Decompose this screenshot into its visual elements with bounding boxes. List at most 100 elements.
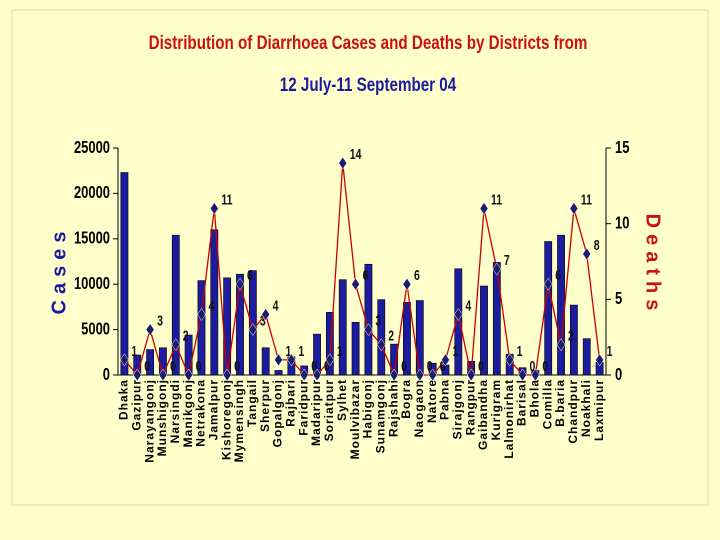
marker bbox=[569, 202, 579, 215]
x-tick-label: Bhola bbox=[528, 379, 542, 417]
data-label: 2 bbox=[388, 327, 394, 344]
bar bbox=[415, 300, 424, 376]
x-tick-label: Pabna bbox=[438, 379, 452, 420]
data-label: 7 bbox=[504, 251, 510, 268]
y-tick-label: 0 bbox=[103, 365, 110, 385]
data-label: 0 bbox=[144, 357, 150, 374]
data-label: 1 bbox=[286, 342, 292, 359]
marker bbox=[454, 308, 463, 321]
marker bbox=[428, 368, 437, 382]
data-label: 1 bbox=[607, 342, 613, 359]
marker bbox=[466, 368, 476, 382]
marker bbox=[120, 353, 129, 367]
data-label: 1 bbox=[298, 342, 304, 359]
marker bbox=[492, 262, 502, 276]
x-tick-label: Narsingdi bbox=[168, 379, 182, 443]
y-axis-title: Cases bbox=[48, 226, 70, 315]
x-tick-label: Comilla bbox=[540, 379, 554, 429]
data-label: 2 bbox=[183, 327, 189, 344]
data-label: 1 bbox=[452, 342, 458, 359]
data-label: 1 bbox=[131, 342, 137, 359]
bar bbox=[325, 312, 334, 376]
x-tick-label: Naogaon bbox=[412, 379, 426, 437]
x-tick-label: Gopalgonj bbox=[271, 379, 285, 447]
bar bbox=[454, 268, 463, 376]
data-label: 14 bbox=[350, 145, 362, 162]
x-tick-label: Sunamgonj bbox=[373, 379, 387, 453]
marker bbox=[274, 353, 283, 367]
data-label: 0 bbox=[478, 357, 484, 374]
y-tick-label: 25000 bbox=[74, 138, 110, 158]
y2-axis-title: Deaths bbox=[642, 214, 664, 317]
data-label: 6 bbox=[555, 266, 561, 283]
data-label: 3 bbox=[260, 312, 266, 329]
marker bbox=[441, 353, 450, 367]
x-tick-label: Netrakona bbox=[194, 379, 208, 447]
x-tick-label: Munshigonj bbox=[155, 379, 169, 456]
data-label: 0 bbox=[170, 357, 176, 374]
marker bbox=[235, 277, 245, 291]
x-tick-label: Bogra bbox=[399, 379, 413, 419]
data-label: 4 bbox=[465, 297, 471, 314]
x-tick-label: Gaibandha bbox=[476, 379, 490, 450]
marker bbox=[171, 338, 181, 352]
data-label: 11 bbox=[581, 191, 592, 208]
data-label: 0 bbox=[427, 357, 433, 374]
x-tick-label: Sylhet bbox=[335, 379, 349, 421]
x-tick-label: Natore bbox=[425, 379, 439, 423]
data-label: 0 bbox=[401, 357, 407, 374]
marker bbox=[287, 353, 296, 367]
marker bbox=[531, 368, 540, 382]
x-tick-label: Kurigram bbox=[489, 379, 503, 440]
marker bbox=[338, 156, 348, 170]
data-label: 1 bbox=[337, 342, 343, 359]
x-tick-label: Laxmipur bbox=[592, 379, 606, 441]
marker bbox=[299, 368, 309, 382]
data-label: 8 bbox=[594, 236, 600, 253]
data-label: 0 bbox=[542, 357, 548, 374]
data-label: 6 bbox=[247, 266, 253, 283]
y-tick-label: 15000 bbox=[74, 229, 110, 249]
x-tick-label: Faridpur bbox=[296, 379, 310, 436]
x-tick-label: Manikgonj bbox=[181, 379, 195, 447]
marker bbox=[248, 323, 258, 337]
y2-tick-label: 15 bbox=[615, 138, 630, 158]
bar bbox=[210, 229, 219, 376]
data-label: 0 bbox=[234, 357, 240, 374]
x-tick-label: Barisal bbox=[515, 379, 529, 426]
marker bbox=[518, 368, 527, 382]
x-tick-label: Lalmonirhat bbox=[502, 379, 516, 459]
marker bbox=[402, 277, 412, 291]
marker bbox=[197, 308, 206, 321]
y-tick-label: 5000 bbox=[81, 319, 110, 339]
marker bbox=[595, 353, 604, 367]
y2-tick-label: 10 bbox=[615, 213, 630, 233]
bar bbox=[197, 280, 206, 376]
bar bbox=[364, 263, 373, 376]
data-label: 0 bbox=[196, 357, 202, 374]
data-label: 11 bbox=[221, 191, 232, 208]
bar bbox=[377, 299, 386, 376]
marker bbox=[351, 277, 360, 291]
x-tick-label: Moulvibazar bbox=[348, 379, 362, 459]
marker bbox=[325, 353, 335, 367]
data-label: 1 bbox=[517, 342, 523, 359]
data-label: 6 bbox=[363, 266, 369, 283]
data-label: 2 bbox=[568, 327, 574, 344]
data-label: 3 bbox=[157, 312, 163, 329]
x-tick-label: Mymensingh bbox=[232, 379, 246, 462]
bar bbox=[171, 234, 180, 376]
marker bbox=[415, 368, 425, 382]
marker bbox=[556, 338, 566, 352]
bar bbox=[261, 347, 270, 376]
y2-tick-label: 0 bbox=[615, 365, 622, 385]
y-tick-label: 20000 bbox=[74, 183, 110, 203]
x-tick-label: Sirajgonj bbox=[450, 379, 464, 439]
data-label: 3 bbox=[375, 312, 381, 329]
bar bbox=[557, 234, 565, 376]
data-label: 0 bbox=[440, 357, 446, 374]
bar bbox=[403, 302, 411, 376]
marker bbox=[582, 247, 592, 261]
marker bbox=[364, 323, 373, 337]
bar bbox=[569, 304, 578, 376]
